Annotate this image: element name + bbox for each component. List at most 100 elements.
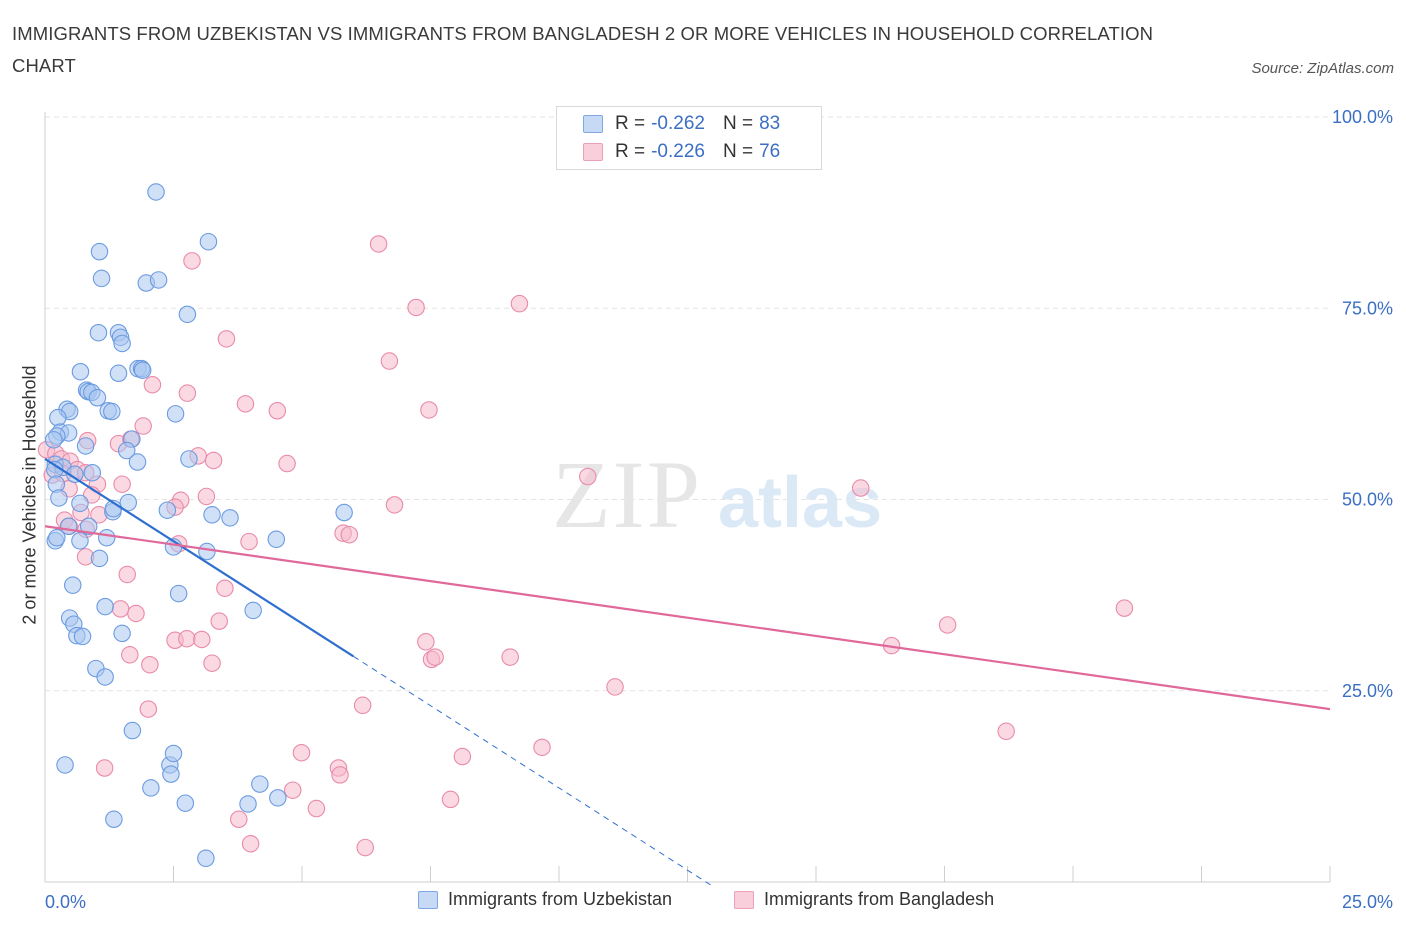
legend-swatch-pink (583, 143, 603, 161)
data-point (95, 759, 114, 777)
data-point (183, 252, 201, 270)
data-point (938, 616, 957, 634)
data-point (127, 604, 145, 623)
data-point (96, 597, 114, 616)
data-point (239, 795, 257, 813)
data-point (83, 463, 102, 482)
data-point (89, 323, 108, 342)
legend-n-value: 83 (759, 113, 781, 134)
data-point (162, 765, 180, 783)
data-point (241, 834, 260, 853)
x-tick-label: 25.0% (1342, 892, 1393, 912)
legend-r-value: -0.226 (651, 141, 705, 162)
data-point (340, 525, 359, 544)
data-point (123, 721, 142, 740)
data-point (251, 775, 269, 793)
data-point (88, 389, 107, 407)
data-point (90, 242, 109, 261)
y-tick-label: 50.0% (1342, 490, 1393, 510)
data-point (369, 235, 388, 253)
data-point (164, 744, 183, 763)
legend-n-label: N = (722, 141, 754, 162)
data-point (113, 334, 131, 353)
series-legend-bangladesh: Immigrants from Bangladesh (734, 889, 994, 910)
axis-layer (44, 112, 1331, 883)
watermark: ZIP atlas (552, 441, 882, 548)
data-point (221, 509, 239, 527)
data-point (420, 401, 438, 419)
trend-line-bangladesh (44, 525, 1331, 711)
data-point (103, 402, 121, 421)
data-point (851, 479, 870, 497)
data-point (501, 648, 519, 666)
data-point (240, 532, 258, 551)
data-point (49, 408, 67, 427)
data-point (143, 375, 162, 394)
x-tick-label: 0.0% (45, 892, 86, 912)
legend-swatch-blue (583, 115, 603, 133)
data-point (134, 417, 152, 435)
data-point (407, 298, 425, 317)
data-point (48, 528, 66, 547)
data-point (92, 269, 111, 288)
data-point (66, 465, 84, 484)
stats-legend-row-uzbekistan: R = -0.262 N = 83 (583, 112, 780, 136)
data-point (119, 493, 138, 512)
data-point (64, 576, 82, 594)
legend-r-value: -0.262 (651, 113, 705, 134)
data-point (166, 405, 185, 423)
data-point (50, 489, 68, 507)
data-point (90, 549, 109, 568)
trend-line-uzbekistan-extension (353, 655, 714, 888)
y-tick-label: 100.0% (1332, 107, 1393, 127)
data-point (178, 384, 197, 402)
data-point (113, 624, 131, 643)
data-point (121, 646, 139, 664)
data-point (204, 451, 223, 470)
data-point (142, 779, 160, 797)
data-point (149, 271, 168, 289)
data-point (203, 654, 221, 672)
series-legend-uzbekistan: Immigrants from Uzbekistan (418, 889, 672, 910)
data-point (278, 454, 296, 473)
data-point (335, 503, 353, 522)
data-point (417, 633, 435, 651)
trend-layer (44, 458, 1331, 888)
y-axis-label: 2 or more Vehicles in Household (19, 365, 40, 625)
data-point (139, 700, 158, 718)
chart-title: IMMIGRANTS FROM UZBEKISTAN VS IMMIGRANTS… (12, 23, 1154, 76)
data-point (178, 629, 196, 648)
trend-line-uzbekistan (44, 458, 354, 658)
watermark-zip: ZIP (552, 441, 702, 548)
data-point (180, 450, 198, 468)
data-point (217, 330, 236, 348)
data-point (79, 517, 98, 536)
legend-swatch-pink (734, 890, 754, 909)
data-point (453, 747, 472, 766)
data-point (113, 475, 131, 493)
data-point (105, 810, 123, 829)
data-point (169, 584, 188, 603)
y-tick-label: 75.0% (1342, 298, 1393, 318)
data-point (533, 738, 551, 757)
data-point (441, 790, 460, 809)
data-point (96, 668, 114, 686)
watermark-atlas: atlas (718, 463, 882, 543)
legend-series-name: Immigrants from Bangladesh (764, 889, 995, 909)
chart-source: Source: ZipAtlas.com (1251, 60, 1394, 77)
data-point (385, 496, 404, 514)
data-point (117, 441, 136, 460)
data-point (71, 494, 89, 513)
data-point (56, 756, 74, 774)
data-point (1115, 599, 1134, 617)
tick-label-layer: 25.0% 50.0% 75.0% 100.0% 0.0% 25.0% (45, 107, 1393, 912)
data-point (141, 655, 159, 674)
data-point (197, 487, 216, 506)
data-point (178, 305, 197, 324)
data-point (193, 630, 211, 649)
data-point (71, 362, 90, 381)
data-point (606, 678, 624, 696)
data-point (269, 789, 287, 807)
data-point (71, 532, 89, 550)
stats-legend-row-bangladesh: R = -0.226 N = 76 (583, 140, 780, 164)
